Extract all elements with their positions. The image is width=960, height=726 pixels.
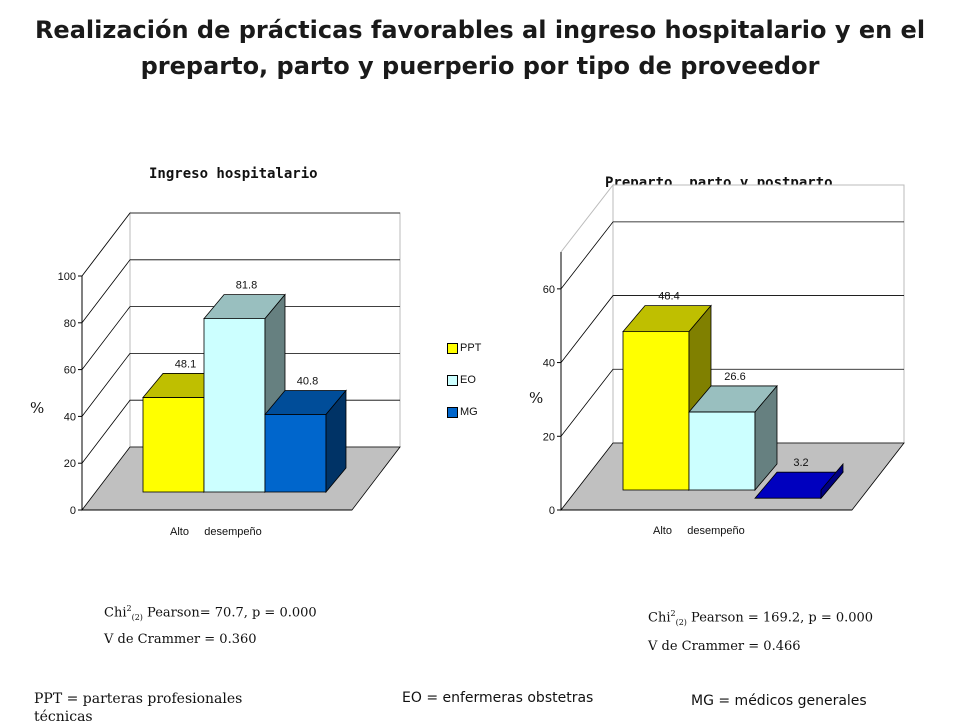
chart-1-y-tick-label: 80 [64,318,76,330]
footer-mg: MG = médicos generales [691,693,867,709]
chart-1-y-tick-label: 40 [64,411,76,423]
chart-2-cramer-stat: V de Crammer = 0.466 [648,639,801,654]
chart-2-gridline [560,368,904,437]
chart-1-bar-mg-label: 40.8 [297,376,318,388]
page-title: Realización de prácticas favorables al i… [20,12,940,84]
chart-2-chi-sub: (2) [675,617,687,627]
chart-2-chi-prefix: Chi [648,610,671,626]
chart-1-bar-ppt-front [142,397,205,493]
chart-2-chi-rest: Pearson = 169.2, p = 0.000 [686,610,874,626]
chart-1-chi-prefix: Chi [104,605,127,621]
footer-ppt: PPT = parteras profesionales técnicas [34,691,243,725]
chart-1-chi-rest: Pearson= 70.7, p = 0.000 [142,605,317,621]
legend-item-ppt: PPT [447,340,481,356]
chart-1-chi-sub: (2) [131,612,143,622]
chart-1-y-tick-label: 60 [64,365,76,377]
chart-1-chi-sup: 2 [126,604,132,613]
chart-2-x-label: Alto desempeño [653,525,745,537]
legend-label-ppt: PPT [460,342,482,354]
legend-label-eo: EO [460,374,476,386]
legend-item-mg: MG [447,404,481,420]
chart-2-bar-eo-label: 26.6 [724,371,745,383]
chart-2-y-tick-label: 20 [543,431,555,443]
chart-2-gridline [560,295,904,363]
legend-item-eo: EO [447,372,481,388]
chart-1-bar-eo-front [203,318,266,493]
page-title-line-2: preparto, parto y puerperio por tipo de … [140,52,820,80]
chart-1-bar-mg-front [264,414,327,493]
legend-swatch-eo [447,374,458,386]
chart-1-x-label: Alto desempeño [170,526,262,538]
chart-1-gridline [81,259,400,324]
footer-eo: EO = enfermeras obstetras [402,690,594,706]
chart-2-bar-eo-side [754,384,778,492]
chart-1-y-tick-label: 100 [58,271,76,283]
chart-1-y-tick-label: 0 [70,505,76,517]
chart-1-y-tick-label: 20 [64,458,76,470]
chart-1-gridline [81,306,400,370]
page-title-line-1: Realización de prácticas favorables al i… [34,16,926,44]
chart-2-chi-sup: 2 [670,609,676,618]
chart-1-title: Ingreso hospitalario [149,166,318,182]
chart-1-bar-mg-side [325,389,347,494]
legend-swatch-ppt [447,342,458,354]
chart-2-bar-ppt-label: 48.4 [658,291,679,303]
chart-2-bar-ppt-front [622,331,690,491]
chart-2-gridline [560,221,904,290]
chart-1-chi-stat: Chi2(2) Pearson= 70.7, p = 0.000 [104,604,317,622]
chart-2-chi-stat: Chi2(2) Pearson = 169.2, p = 0.000 [648,609,873,627]
chart-2-y-tick-label: 40 [543,358,555,370]
chart-1-bar-ppt-label: 48.1 [175,358,196,370]
chart-1-gridline [81,352,400,417]
chart-1-ylabel: % [30,399,45,417]
chart-1-gridline [81,212,400,277]
chart-2-bar-eo-front [688,411,756,491]
legend-label-mg: MG [460,406,478,418]
chart-1-bar-eo-label: 81.8 [236,280,257,292]
chart-2-y-tick-label: 0 [549,505,555,517]
chart-2-ylabel: % [529,389,544,407]
chart-2-y-tick-label: 60 [543,284,555,296]
legend-swatch-mg [447,406,458,418]
chart-2-bar-mg-side [820,462,844,500]
chart-2-bar-mg-label: 3.2 [793,457,808,469]
chart-1-legend: PPT EO MG [447,340,481,436]
chart-1-cramer-stat: V de Crammer = 0.360 [104,632,257,647]
